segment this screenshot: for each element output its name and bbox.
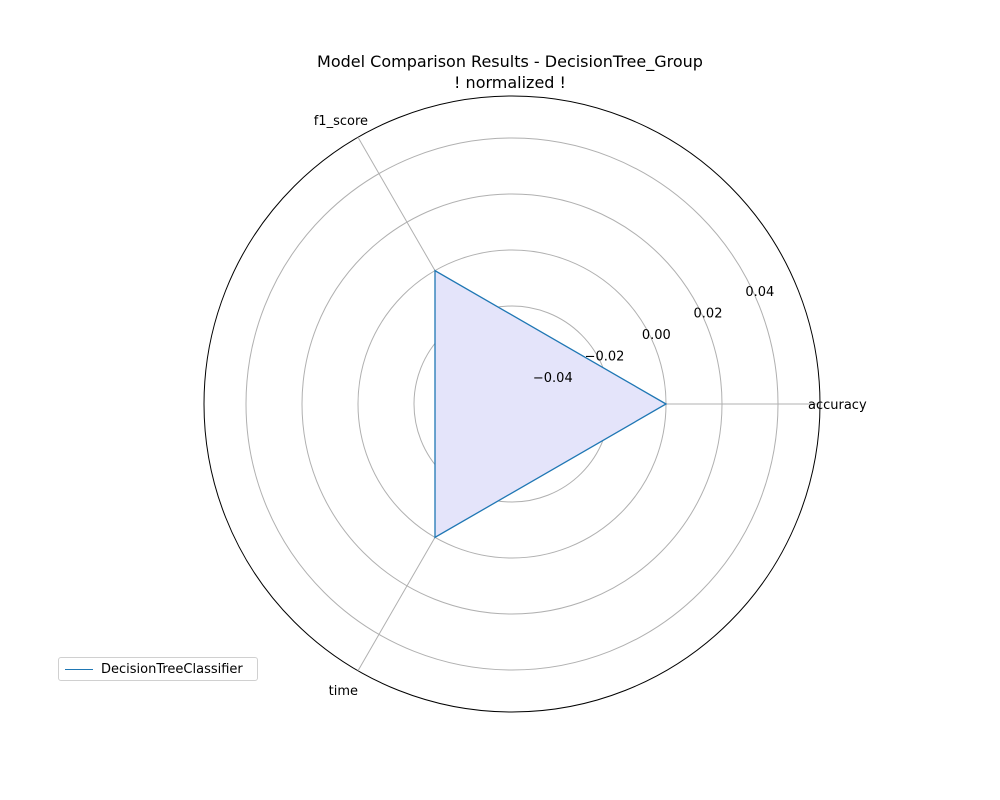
radial-tick-label: 0.04 [745, 285, 774, 300]
legend-line-swatch [65, 668, 93, 670]
axis-label-accuracy: accuracy [808, 398, 867, 413]
radial-tick-label: 0.02 [694, 307, 723, 322]
legend: DecisionTreeClassifier [58, 657, 258, 681]
series-layer [434, 269, 668, 539]
chart-subtitle: ! normalized ! [454, 73, 566, 92]
axis-label-time: time [329, 684, 358, 699]
radial-tick-label: −0.04 [533, 371, 573, 386]
radial-tick-label: 0.00 [642, 328, 671, 343]
series-line [434, 269, 668, 539]
series-area [435, 270, 666, 538]
radial-tick-label: −0.02 [585, 350, 625, 365]
legend-label: DecisionTreeClassifier [101, 661, 243, 677]
axis-label-f1_score: f1_score [314, 114, 368, 129]
radial-tick-labels: −0.04 −0.02 0.00 0.02 0.04 [533, 285, 774, 386]
chart-title: Model Comparison Results - DecisionTree_… [317, 52, 703, 72]
